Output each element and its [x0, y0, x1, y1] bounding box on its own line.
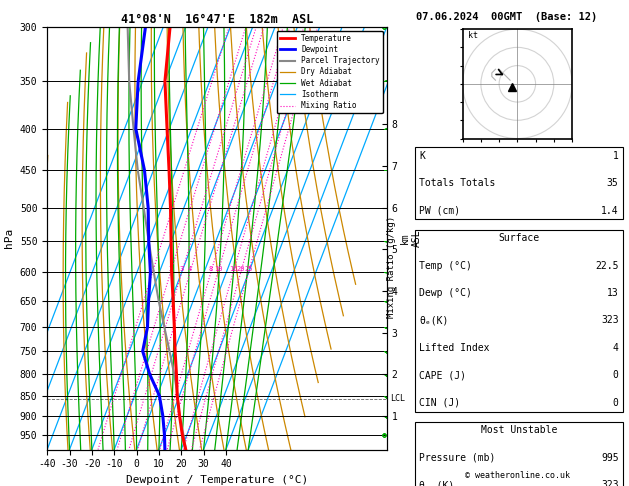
Text: Most Unstable: Most Unstable: [481, 425, 557, 435]
Text: 323: 323: [601, 480, 618, 486]
Text: 0: 0: [613, 398, 618, 408]
Text: LCL: LCL: [390, 394, 405, 403]
Text: 16: 16: [229, 266, 238, 272]
Text: kt: kt: [468, 31, 478, 40]
Text: Mixing Ratio (g/kg): Mixing Ratio (g/kg): [387, 216, 396, 318]
Text: Temp (°C): Temp (°C): [420, 260, 472, 271]
Text: Dewp (°C): Dewp (°C): [420, 288, 472, 298]
Bar: [415, 147, 623, 219]
Text: 07.06.2024  00GMT  (Base: 12): 07.06.2024 00GMT (Base: 12): [416, 12, 598, 22]
Text: 2: 2: [169, 266, 173, 272]
X-axis label: Dewpoint / Temperature (°C): Dewpoint / Temperature (°C): [126, 475, 308, 485]
Text: 35: 35: [607, 178, 618, 188]
Text: Totals Totals: Totals Totals: [420, 178, 496, 188]
Text: 25: 25: [244, 266, 253, 272]
Text: 22.5: 22.5: [595, 260, 618, 271]
Text: 323: 323: [601, 315, 618, 326]
Text: θₑ (K): θₑ (K): [420, 480, 455, 486]
Text: CIN (J): CIN (J): [420, 398, 460, 408]
Text: 13: 13: [607, 288, 618, 298]
Text: CAPE (J): CAPE (J): [420, 370, 466, 381]
Bar: [415, 230, 623, 412]
Text: 4: 4: [188, 266, 192, 272]
Text: Surface: Surface: [498, 233, 540, 243]
Bar: [415, 422, 623, 486]
Text: K: K: [420, 151, 425, 161]
Text: θₑ(K): θₑ(K): [420, 315, 448, 326]
Text: © weatheronline.co.uk: © weatheronline.co.uk: [465, 471, 569, 480]
Text: Lifted Index: Lifted Index: [420, 343, 490, 353]
Y-axis label: hPa: hPa: [4, 228, 14, 248]
Text: 995: 995: [601, 453, 618, 463]
Text: 1.4: 1.4: [601, 206, 618, 216]
Text: 10: 10: [214, 266, 222, 272]
Text: 0: 0: [613, 370, 618, 381]
Text: 3: 3: [180, 266, 184, 272]
Text: 4: 4: [613, 343, 618, 353]
Text: 1: 1: [150, 266, 155, 272]
Legend: Temperature, Dewpoint, Parcel Trajectory, Dry Adiabat, Wet Adiabat, Isotherm, Mi: Temperature, Dewpoint, Parcel Trajectory…: [277, 31, 383, 113]
Text: 1: 1: [613, 151, 618, 161]
Title: 41°08'N  16°47'E  182m  ASL: 41°08'N 16°47'E 182m ASL: [121, 13, 313, 26]
Text: 8: 8: [209, 266, 213, 272]
Y-axis label: km
ASL: km ASL: [400, 229, 422, 247]
Text: 20: 20: [237, 266, 245, 272]
Text: Pressure (mb): Pressure (mb): [420, 453, 496, 463]
Text: PW (cm): PW (cm): [420, 206, 460, 216]
